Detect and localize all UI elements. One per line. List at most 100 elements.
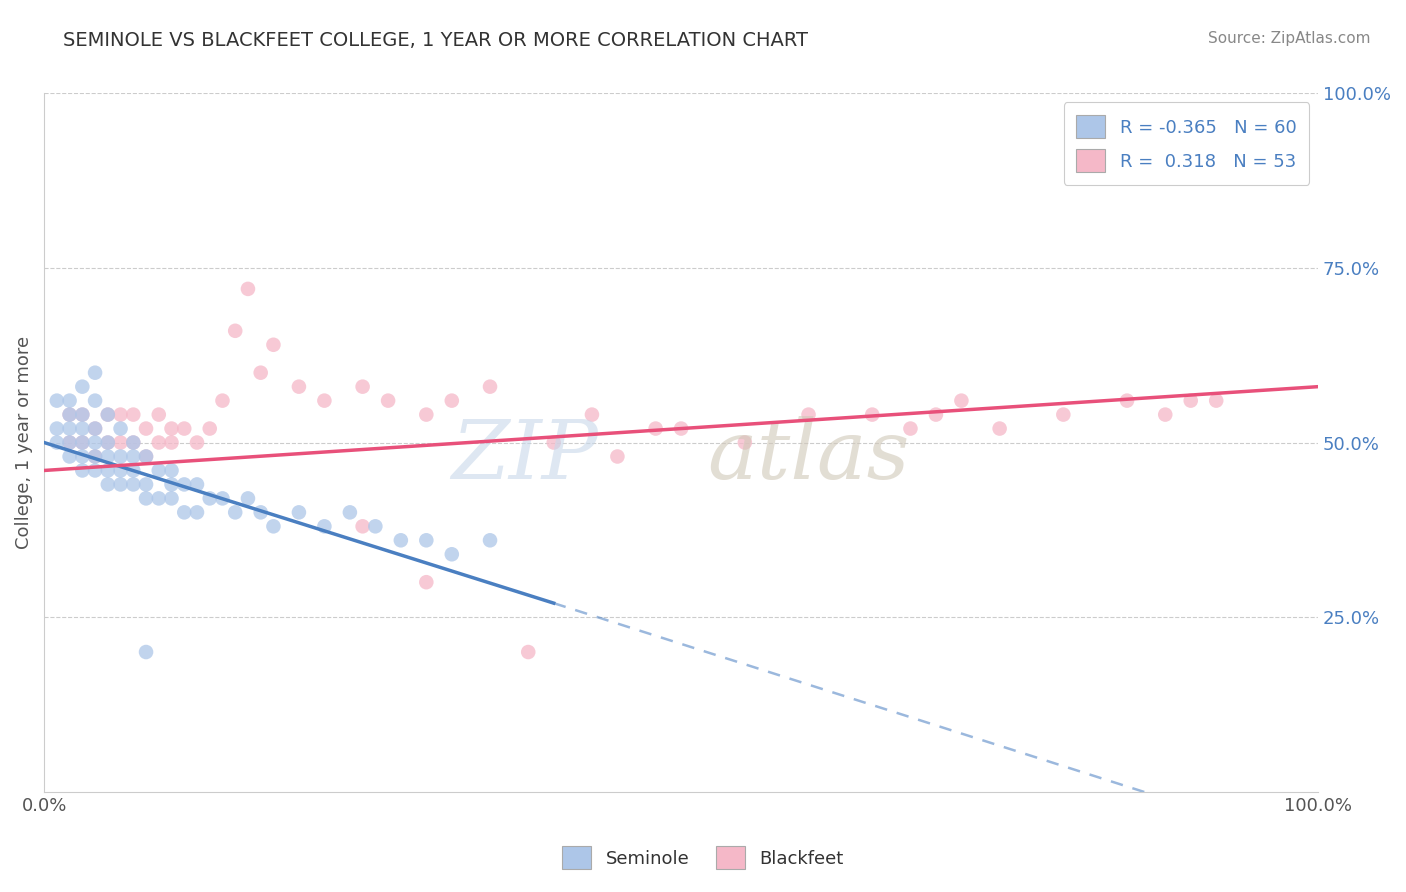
Point xyxy=(377,393,399,408)
Point xyxy=(224,505,246,519)
Point xyxy=(84,393,107,408)
Point xyxy=(110,435,132,450)
Point xyxy=(110,477,132,491)
Point xyxy=(249,366,271,380)
Point xyxy=(122,435,145,450)
Point xyxy=(148,463,170,477)
Point xyxy=(110,421,132,435)
Point xyxy=(58,408,80,422)
Point xyxy=(122,450,145,464)
Point xyxy=(860,408,883,422)
Point xyxy=(606,450,628,464)
Point xyxy=(45,435,67,450)
Point xyxy=(669,421,692,435)
Point xyxy=(173,477,195,491)
Point xyxy=(288,379,311,393)
Point xyxy=(122,463,145,477)
Point xyxy=(135,450,157,464)
Point xyxy=(45,421,67,435)
Point xyxy=(925,408,948,422)
Point xyxy=(84,463,107,477)
Point xyxy=(160,463,183,477)
Point xyxy=(543,435,565,450)
Point xyxy=(900,421,922,435)
Point xyxy=(339,505,361,519)
Point xyxy=(1180,393,1202,408)
Point xyxy=(415,533,437,548)
Point xyxy=(352,379,374,393)
Point xyxy=(58,408,80,422)
Point xyxy=(84,421,107,435)
Point xyxy=(314,393,336,408)
Point xyxy=(135,477,157,491)
Point xyxy=(72,421,94,435)
Point xyxy=(72,408,94,422)
Point xyxy=(135,421,157,435)
Point xyxy=(72,450,94,464)
Point xyxy=(84,366,107,380)
Point xyxy=(1116,393,1139,408)
Point xyxy=(262,338,284,352)
Point xyxy=(160,435,183,450)
Point xyxy=(236,491,259,506)
Point xyxy=(186,435,208,450)
Point xyxy=(186,505,208,519)
Point xyxy=(97,450,120,464)
Point xyxy=(797,408,820,422)
Point xyxy=(58,435,80,450)
Point xyxy=(97,408,120,422)
Point xyxy=(1052,408,1074,422)
Point xyxy=(148,435,170,450)
Text: Source: ZipAtlas.com: Source: ZipAtlas.com xyxy=(1208,31,1371,46)
Point xyxy=(72,435,94,450)
Legend: R = -0.365   N = 60, R =  0.318   N = 53: R = -0.365 N = 60, R = 0.318 N = 53 xyxy=(1064,103,1309,185)
Point xyxy=(581,408,603,422)
Point xyxy=(262,519,284,533)
Point xyxy=(415,575,437,590)
Point xyxy=(135,645,157,659)
Point xyxy=(988,421,1011,435)
Point xyxy=(1205,393,1227,408)
Point xyxy=(135,491,157,506)
Point xyxy=(58,450,80,464)
Point xyxy=(440,393,463,408)
Point xyxy=(122,477,145,491)
Point xyxy=(122,435,145,450)
Point xyxy=(479,379,502,393)
Point xyxy=(110,450,132,464)
Point xyxy=(72,408,94,422)
Point xyxy=(122,408,145,422)
Point xyxy=(173,505,195,519)
Point xyxy=(84,450,107,464)
Point xyxy=(72,379,94,393)
Point xyxy=(148,408,170,422)
Point xyxy=(72,435,94,450)
Text: atlas: atlas xyxy=(707,417,910,497)
Point xyxy=(352,519,374,533)
Point xyxy=(58,435,80,450)
Point xyxy=(84,450,107,464)
Point xyxy=(160,477,183,491)
Point xyxy=(84,435,107,450)
Point xyxy=(1154,408,1177,422)
Point xyxy=(97,435,120,450)
Point xyxy=(734,435,756,450)
Point xyxy=(58,421,80,435)
Point xyxy=(415,408,437,422)
Point xyxy=(479,533,502,548)
Point xyxy=(160,421,183,435)
Point xyxy=(198,421,221,435)
Point xyxy=(389,533,412,548)
Text: ZIP: ZIP xyxy=(451,417,599,497)
Point xyxy=(314,519,336,533)
Point xyxy=(135,450,157,464)
Point xyxy=(517,645,540,659)
Point xyxy=(110,408,132,422)
Point xyxy=(644,421,666,435)
Text: SEMINOLE VS BLACKFEET COLLEGE, 1 YEAR OR MORE CORRELATION CHART: SEMINOLE VS BLACKFEET COLLEGE, 1 YEAR OR… xyxy=(63,31,808,50)
Point xyxy=(211,491,233,506)
Point xyxy=(211,393,233,408)
Point xyxy=(173,421,195,435)
Point xyxy=(97,463,120,477)
Point xyxy=(84,421,107,435)
